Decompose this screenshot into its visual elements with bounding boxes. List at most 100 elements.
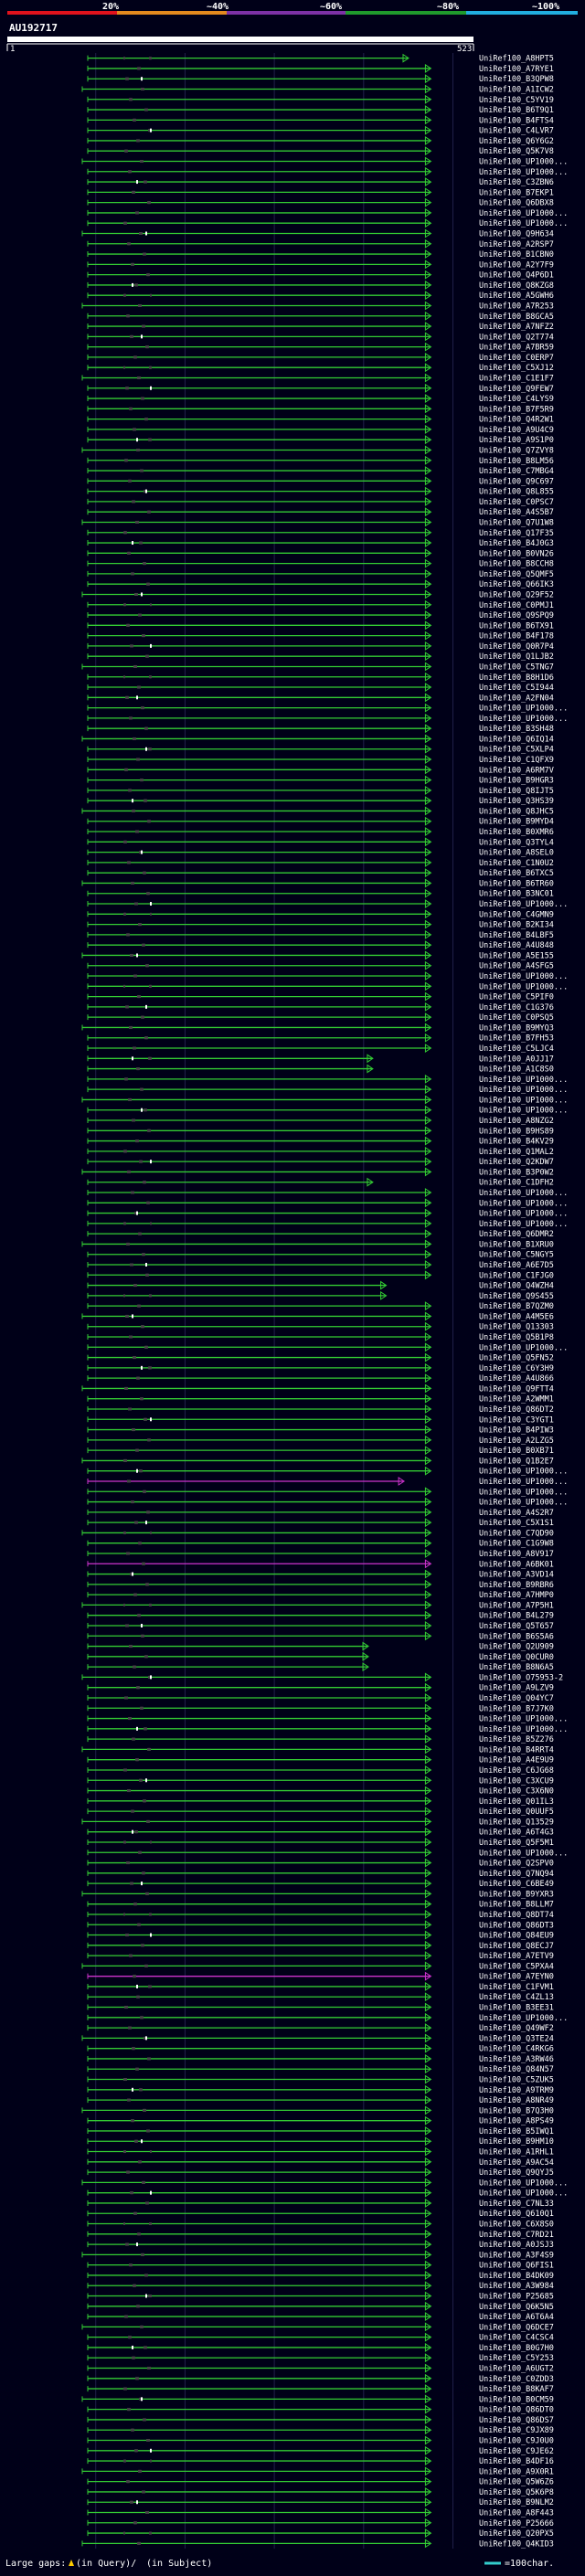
hit-label[interactable]: UniRef100_C5ZUK5 bbox=[479, 2076, 554, 2085]
hit-label[interactable]: UniRef100_C5PIF0 bbox=[479, 993, 554, 1002]
hit-label[interactable]: UniRef100_Q4R2W1 bbox=[479, 416, 554, 425]
hit-label[interactable]: UniRef100_B9HGR3 bbox=[479, 777, 554, 786]
hit-label[interactable]: UniRef100_C4ZL13 bbox=[479, 1993, 554, 2002]
hit-label[interactable]: UniRef100_Q2U909 bbox=[479, 1643, 554, 1652]
hit-label[interactable]: UniRef100_A0JJ17 bbox=[479, 1055, 554, 1064]
hit-label[interactable]: UniRef100_Q6DCE7 bbox=[479, 2323, 554, 2332]
hit-label[interactable]: UniRef100_A8F443 bbox=[479, 2509, 554, 2518]
hit-label[interactable]: UniRef100_B9NLM2 bbox=[479, 2498, 554, 2507]
hit-label[interactable]: UniRef100_Q0R7P4 bbox=[479, 642, 554, 652]
hit-label[interactable]: UniRef100_Q7NQ94 bbox=[479, 1870, 554, 1879]
hit-label[interactable]: UniRef100_Q1MAL2 bbox=[479, 1148, 554, 1157]
hit-label[interactable]: UniRef100_C0ZDD3 bbox=[479, 2375, 554, 2384]
hit-label[interactable]: UniRef100_Q7ZVY8 bbox=[479, 446, 554, 455]
hit-label[interactable]: UniRef100_A2Y7F9 bbox=[479, 260, 554, 270]
hit-label[interactable]: UniRef100_A3F4S9 bbox=[479, 2251, 554, 2260]
hit-label[interactable]: UniRef100_Q4P6D1 bbox=[479, 271, 554, 281]
hit-label[interactable]: UniRef100_Q3TE24 bbox=[479, 2034, 554, 2043]
hit-label[interactable]: UniRef100_B8KAF7 bbox=[479, 2385, 554, 2394]
hit-label[interactable]: UniRef100_Q17F35 bbox=[479, 529, 554, 538]
hit-label[interactable]: UniRef100_C0PSC7 bbox=[479, 498, 554, 507]
hit-label[interactable]: UniRef100_A3VD14 bbox=[479, 1571, 554, 1580]
hit-label[interactable]: UniRef100_B5IWQ1 bbox=[479, 2127, 554, 2136]
hit-label[interactable]: UniRef100_Q9FTT4 bbox=[479, 1384, 554, 1394]
hit-label[interactable]: UniRef100_A5GWH6 bbox=[479, 292, 554, 301]
hit-label[interactable]: UniRef100_A8SEL0 bbox=[479, 849, 554, 858]
hit-label[interactable]: UniRef100_A2WMM1 bbox=[479, 1395, 554, 1405]
hit-label[interactable]: UniRef100_C1FVM1 bbox=[479, 1983, 554, 1992]
hit-label[interactable]: UniRef100_C6Y3H9 bbox=[479, 1364, 554, 1373]
hit-label[interactable]: UniRef100_Q8KZG8 bbox=[479, 281, 554, 291]
hit-label[interactable]: UniRef100_Q29F52 bbox=[479, 590, 554, 599]
hit-label[interactable]: UniRef100_C5NGY5 bbox=[479, 1251, 554, 1260]
hit-label[interactable]: UniRef100_B6S5A6 bbox=[479, 1632, 554, 1641]
hit-label[interactable]: UniRef100_A3RW46 bbox=[479, 2055, 554, 2064]
hit-label[interactable]: UniRef100_UP1000... bbox=[479, 219, 568, 228]
hit-label[interactable]: UniRef100_C0PMJ1 bbox=[479, 601, 554, 610]
hit-label[interactable]: UniRef100_C7MBG4 bbox=[479, 467, 554, 476]
hit-label[interactable]: UniRef100_B3QPW8 bbox=[479, 75, 554, 84]
hit-label[interactable]: UniRef100_A9S1P0 bbox=[479, 436, 554, 445]
hit-label[interactable]: UniRef100_C5PXA4 bbox=[479, 1962, 554, 1971]
hit-label[interactable]: UniRef100_Q5F5M1 bbox=[479, 1839, 554, 1848]
hit-label[interactable]: UniRef100_C0PSQ5 bbox=[479, 1013, 554, 1023]
hit-label[interactable]: UniRef100_Q9SPQ9 bbox=[479, 611, 554, 620]
hit-label[interactable]: UniRef100_Q9H634 bbox=[479, 229, 554, 239]
hit-label[interactable]: UniRef100_UP1000... bbox=[479, 1189, 568, 1198]
hit-label[interactable]: UniRef100_B7FH53 bbox=[479, 1034, 554, 1044]
hit-label[interactable]: UniRef100_B7F5R9 bbox=[479, 405, 554, 414]
hit-label[interactable]: UniRef100_B7Q3H0 bbox=[479, 2106, 554, 2115]
hit-label[interactable]: UniRef100_B0CM59 bbox=[479, 2395, 554, 2404]
hit-label[interactable]: UniRef100_B2KI34 bbox=[479, 921, 554, 930]
hit-label[interactable]: UniRef100_A6UGT2 bbox=[479, 2365, 554, 2374]
hit-label[interactable]: UniRef100_C1G9W8 bbox=[479, 1540, 554, 1549]
hit-label[interactable]: UniRef100_A9X0R1 bbox=[479, 2467, 554, 2476]
hit-label[interactable]: UniRef100_C9J0U0 bbox=[479, 2437, 554, 2446]
hit-label[interactable]: UniRef100_Q9S455 bbox=[479, 1292, 554, 1301]
hit-label[interactable]: UniRef100_A4SFG5 bbox=[479, 962, 554, 971]
hit-label[interactable]: UniRef100_Q86DT3 bbox=[479, 1921, 554, 1930]
hit-label[interactable]: UniRef100_Q04YC7 bbox=[479, 1694, 554, 1703]
hit-label[interactable]: UniRef100_B3SH48 bbox=[479, 725, 554, 734]
hit-label[interactable]: UniRef100_B4RRT4 bbox=[479, 1745, 554, 1754]
hit-label[interactable]: UniRef100_A9LZV9 bbox=[479, 1684, 554, 1693]
hit-label[interactable]: UniRef100_A8PS49 bbox=[479, 2117, 554, 2126]
hit-label[interactable]: UniRef100_UP1000... bbox=[479, 2178, 568, 2188]
hit-label[interactable]: UniRef100_UP1000... bbox=[479, 1478, 568, 1487]
hit-label[interactable]: UniRef100_C3XCU9 bbox=[479, 1776, 554, 1786]
hit-label[interactable]: UniRef100_Q8JHC5 bbox=[479, 807, 554, 816]
hit-label[interactable]: UniRef100_A3W984 bbox=[479, 2282, 554, 2291]
hit-label[interactable]: UniRef100_UP1000... bbox=[479, 705, 568, 714]
hit-label[interactable]: UniRef100_Q4WZH4 bbox=[479, 1282, 554, 1291]
hit-label[interactable]: UniRef100_C4LYS9 bbox=[479, 395, 554, 404]
hit-label[interactable]: UniRef100_UP1000... bbox=[479, 1086, 568, 1095]
hit-label[interactable]: UniRef100_B5Z276 bbox=[479, 1735, 554, 1744]
hit-label[interactable]: UniRef100_A8HPT5 bbox=[479, 55, 554, 64]
hit-label[interactable]: UniRef100_B4DK09 bbox=[479, 2272, 554, 2281]
hit-label[interactable]: UniRef100_C5X1S1 bbox=[479, 1519, 554, 1528]
hit-label[interactable]: UniRef100_UP1000... bbox=[479, 972, 568, 981]
hit-label[interactable]: UniRef100_B8GCA5 bbox=[479, 313, 554, 322]
hit-label[interactable]: UniRef100_A9U4C9 bbox=[479, 426, 554, 435]
hit-label[interactable]: UniRef100_C9JE62 bbox=[479, 2447, 554, 2456]
hit-label[interactable]: UniRef100_UP1000... bbox=[479, 1076, 568, 1085]
hit-label[interactable]: UniRef100_B6TR60 bbox=[479, 879, 554, 888]
hit-label[interactable]: UniRef100_B0XMR6 bbox=[479, 828, 554, 837]
hit-label[interactable]: UniRef100_A4U866 bbox=[479, 1374, 554, 1383]
hit-label[interactable]: UniRef100_Q49WF2 bbox=[479, 2024, 554, 2033]
hit-label[interactable]: UniRef100_A4S5B7 bbox=[479, 508, 554, 517]
hit-label[interactable]: UniRef100_O75953-2 bbox=[479, 1673, 563, 1682]
hit-label[interactable]: UniRef100_A9TRM9 bbox=[479, 2086, 554, 2095]
hit-label[interactable]: UniRef100_UP1000... bbox=[479, 2189, 568, 2199]
hit-label[interactable]: UniRef100_UP1000... bbox=[479, 900, 568, 909]
hit-label[interactable]: UniRef100_B4LBF5 bbox=[479, 931, 554, 940]
hit-label[interactable]: UniRef100_UP1000... bbox=[479, 1199, 568, 1208]
hit-label[interactable]: UniRef100_C7QD90 bbox=[479, 1529, 554, 1538]
hit-label[interactable]: UniRef100_UP1000... bbox=[479, 2014, 568, 2023]
hit-label[interactable]: UniRef100_A7BR59 bbox=[479, 344, 554, 353]
hit-label[interactable]: UniRef100_UP1000... bbox=[479, 1107, 568, 1116]
hit-label[interactable]: UniRef100_Q8IJT5 bbox=[479, 787, 554, 796]
hit-label[interactable]: UniRef100_C4LVR7 bbox=[479, 127, 554, 136]
hit-label[interactable]: UniRef100_B7QZM0 bbox=[479, 1302, 554, 1311]
hit-label[interactable]: UniRef100_UP1000... bbox=[479, 1343, 568, 1352]
